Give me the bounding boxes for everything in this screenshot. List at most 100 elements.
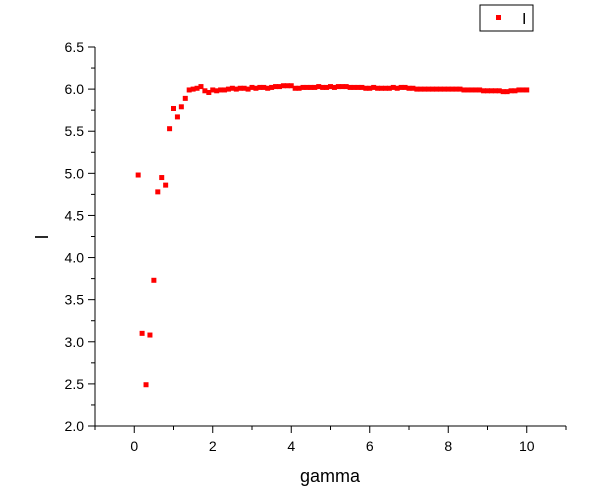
data-point — [355, 84, 361, 90]
data-point — [343, 84, 349, 90]
data-point — [304, 84, 310, 90]
data-point — [265, 85, 271, 91]
data-point — [143, 382, 149, 388]
data-point — [481, 88, 487, 94]
data-point — [159, 175, 165, 181]
data-point — [214, 88, 220, 94]
data-point — [382, 85, 388, 91]
data-point — [508, 88, 514, 94]
data-point — [202, 88, 208, 94]
data-point — [241, 85, 247, 91]
data-point — [186, 87, 192, 93]
legend: I — [479, 4, 534, 32]
data-point — [320, 84, 326, 90]
data-point — [371, 84, 377, 90]
data-point — [182, 95, 188, 101]
legend-box — [479, 4, 534, 32]
data-point — [222, 87, 228, 93]
data-point — [363, 85, 369, 91]
y-tick-label: 3.5 — [65, 292, 85, 308]
data-point — [155, 189, 161, 195]
data-point — [504, 89, 510, 95]
data-point — [398, 84, 404, 90]
data-point — [496, 88, 502, 94]
data-point — [316, 84, 322, 90]
data-point — [331, 84, 337, 90]
x-tick-label: 2 — [209, 438, 217, 454]
y-tick-label: 5.0 — [65, 165, 85, 181]
data-point — [139, 330, 145, 336]
data-point — [296, 85, 302, 91]
data-point — [167, 126, 173, 132]
data-point — [163, 182, 169, 188]
data-point — [245, 86, 251, 92]
y-tick-label: 4.5 — [65, 207, 85, 223]
x-tick-label: 8 — [444, 438, 452, 454]
data-point — [273, 84, 279, 90]
data-point — [410, 85, 416, 91]
data-point — [308, 84, 314, 90]
y-tick-label: 2.0 — [65, 418, 85, 434]
y-tick-label: 2.5 — [65, 376, 85, 392]
data-point — [426, 86, 432, 92]
data-point — [437, 86, 443, 92]
data-point — [379, 85, 385, 91]
x-tick-label: 4 — [287, 438, 295, 454]
data-point — [269, 84, 275, 90]
data-point — [178, 104, 184, 110]
data-point — [198, 84, 204, 90]
data-point — [422, 86, 428, 92]
data-point — [206, 89, 212, 95]
data-point — [328, 84, 333, 90]
data-point — [390, 84, 396, 90]
x-ticks: 0 2 4 6 8 10 — [94, 426, 567, 454]
data-point — [347, 84, 353, 90]
y-tick-label: 6.5 — [65, 39, 85, 55]
data-point — [280, 83, 286, 89]
data-point — [386, 85, 392, 91]
data-point — [225, 86, 231, 92]
data-point — [284, 83, 290, 89]
data-point — [237, 85, 243, 91]
data-point — [430, 86, 436, 92]
data-point — [300, 84, 306, 90]
data-point — [151, 277, 157, 283]
data-point — [477, 87, 483, 93]
data-point — [292, 85, 298, 91]
data-point — [485, 88, 490, 94]
data-point — [194, 85, 200, 91]
data-point — [520, 87, 526, 93]
data-point — [335, 84, 341, 90]
data-point — [288, 83, 294, 89]
data-point — [488, 88, 494, 94]
y-axis-label: I — [32, 234, 52, 239]
data-point — [453, 86, 459, 92]
data-point — [359, 84, 365, 90]
data-point — [339, 84, 345, 90]
data-point — [516, 87, 522, 93]
data-point — [492, 88, 498, 94]
data-points — [135, 83, 530, 388]
data-point — [524, 87, 530, 93]
data-point — [351, 84, 357, 90]
data-point — [375, 85, 381, 91]
data-point — [469, 87, 475, 93]
data-point — [135, 172, 141, 178]
data-point — [465, 87, 471, 93]
data-point — [249, 84, 255, 90]
data-point — [433, 86, 439, 92]
data-point — [276, 84, 282, 90]
data-point — [367, 85, 373, 91]
data-point — [171, 105, 176, 111]
x-tick-label: 10 — [519, 438, 535, 454]
data-point — [210, 87, 216, 93]
data-point — [190, 86, 196, 92]
data-point — [418, 86, 424, 92]
x-tick-label: 6 — [366, 438, 374, 454]
y-ticks: 2.0 2.5 3.0 3.5 4.0 4.5 5.0 5.5 6.0 6.5 — [65, 39, 95, 434]
y-tick-label: 4.0 — [65, 250, 85, 266]
data-point — [233, 86, 239, 92]
legend-label: I — [522, 11, 526, 28]
data-point — [512, 88, 518, 94]
data-point — [406, 85, 412, 91]
